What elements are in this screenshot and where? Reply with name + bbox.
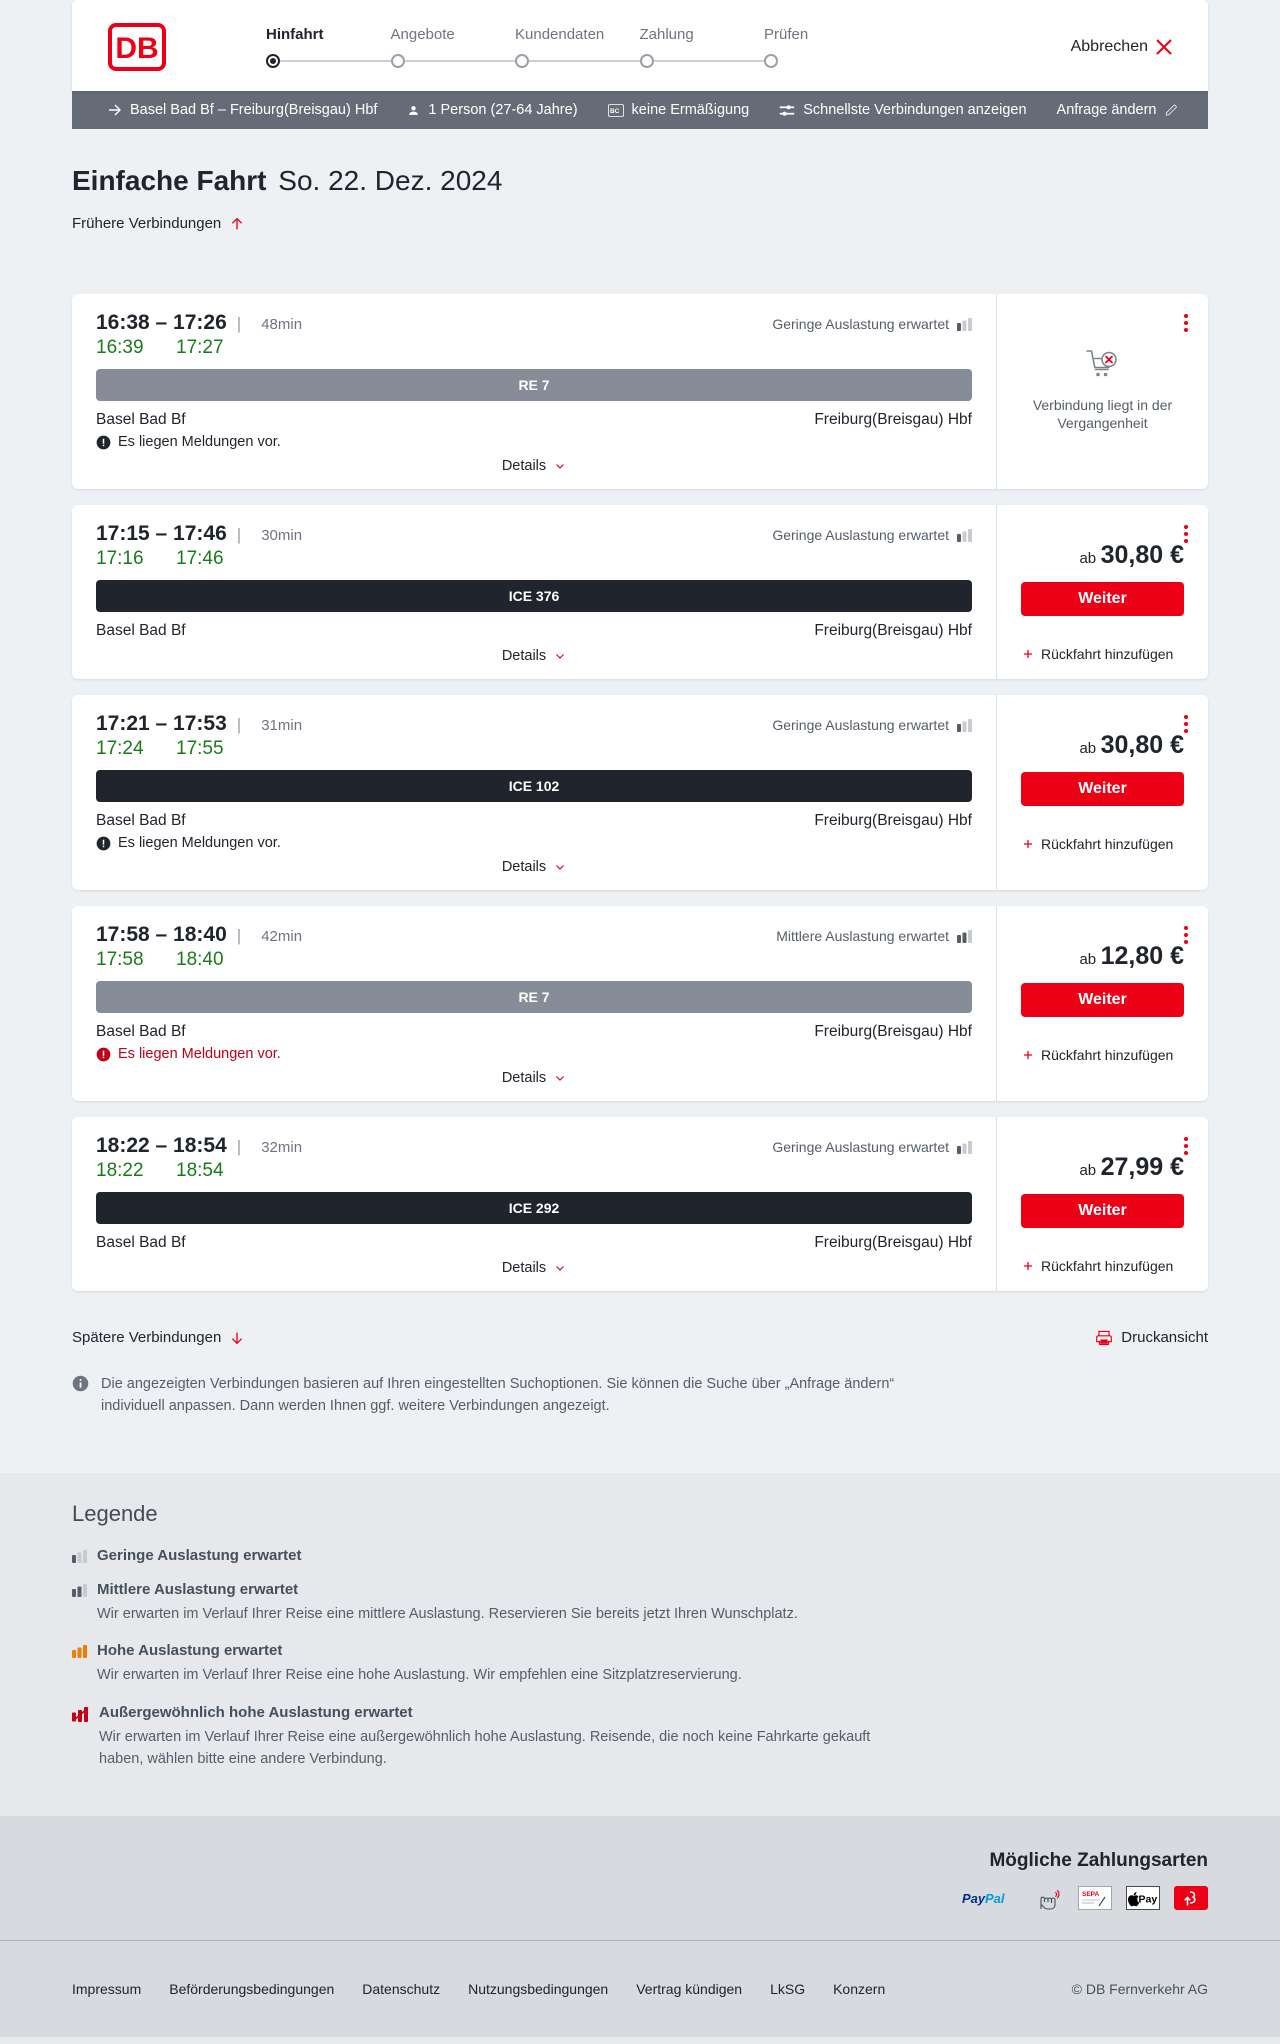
- svg-text:SEPA: SEPA: [1082, 1891, 1100, 1898]
- svg-text:Pal: Pal: [985, 1891, 1005, 1906]
- svg-text:Pay: Pay: [1139, 1893, 1158, 1905]
- svg-text:Pay: Pay: [962, 1891, 986, 1906]
- svg-text:DB: DB: [115, 32, 158, 65]
- svg-text:BC: BC: [610, 107, 620, 114]
